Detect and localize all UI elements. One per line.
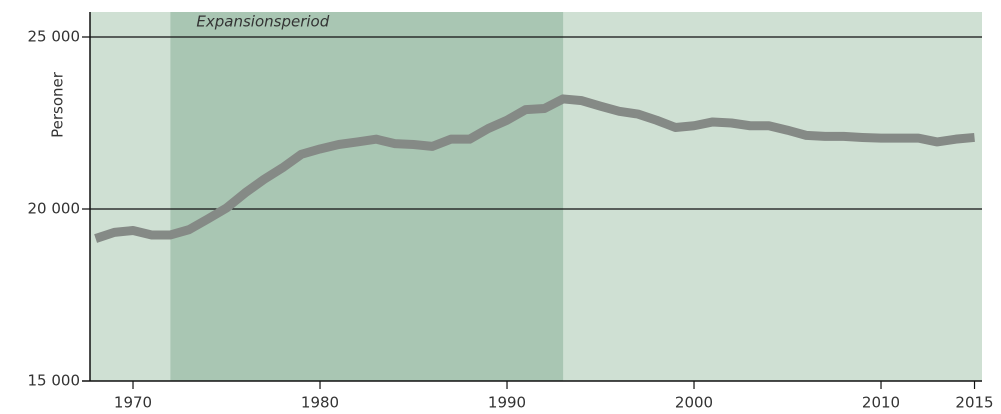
y-tick-label: 15 000 (28, 372, 81, 390)
x-tick-label: 1970 (114, 394, 152, 412)
y-tick-label: 20 000 (28, 200, 81, 218)
x-tick-label: 2000 (675, 394, 713, 412)
line (94, 94, 975, 243)
y-axis-label: Personer (49, 71, 67, 138)
x-tick-label: 2010 (862, 394, 900, 412)
x-tick-label: 1990 (488, 394, 526, 412)
x-tick-label: 1980 (301, 394, 339, 412)
y-tick-label: 25 000 (28, 28, 81, 46)
annotation: Expansionsperiod (196, 13, 329, 31)
expansion-span (170, 12, 564, 381)
x-tick-label: 2015 (955, 394, 993, 412)
